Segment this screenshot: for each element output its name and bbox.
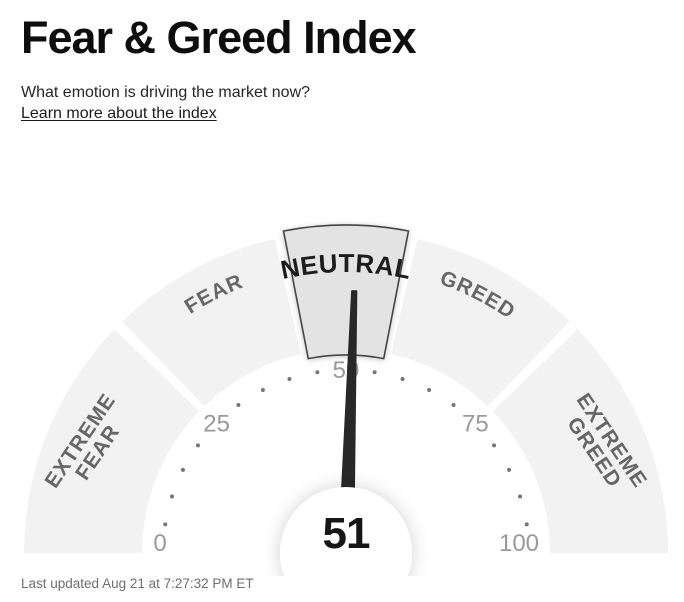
- tick-dot: [315, 370, 320, 375]
- tick-dot: [163, 522, 168, 527]
- gauge-segment-extreme-greed: [492, 329, 668, 553]
- tick-dot: [372, 370, 377, 375]
- tick-label-75: 75: [462, 411, 489, 438]
- tick-dot: [518, 494, 523, 499]
- tick-dot: [427, 387, 432, 392]
- gauge-center-circle: [280, 487, 412, 576]
- tick-label-25: 25: [203, 411, 230, 438]
- gauge-segment-greed: [391, 238, 570, 407]
- tick-dot: [180, 467, 185, 472]
- gauge-value: 51: [323, 509, 370, 558]
- tick-dot: [169, 494, 174, 499]
- page-title: Fear & Greed Index: [21, 12, 417, 63]
- tick-dot: [451, 402, 456, 407]
- tick-label-0: 0: [153, 530, 166, 557]
- learn-more-link[interactable]: Learn more about the index: [21, 105, 217, 122]
- tick-dot: [524, 522, 529, 527]
- tick-dot: [507, 467, 512, 472]
- tick-dot: [195, 443, 200, 448]
- page-subtitle: What emotion is driving the market now?: [21, 84, 311, 101]
- tick-dot: [400, 376, 405, 381]
- tick-label-100: 100: [499, 530, 539, 557]
- tick-dot: [260, 387, 265, 392]
- gauge-segment-extreme-fear: [24, 329, 200, 553]
- last-updated-text: Last updated Aug 21 at 7:27:32 PM ET: [21, 576, 254, 591]
- gauge-segment-fear: [122, 238, 301, 407]
- tick-dot: [236, 402, 241, 407]
- gauge-segment-neutral: [282, 224, 410, 360]
- tick-dot: [287, 376, 292, 381]
- tick-dot: [492, 443, 497, 448]
